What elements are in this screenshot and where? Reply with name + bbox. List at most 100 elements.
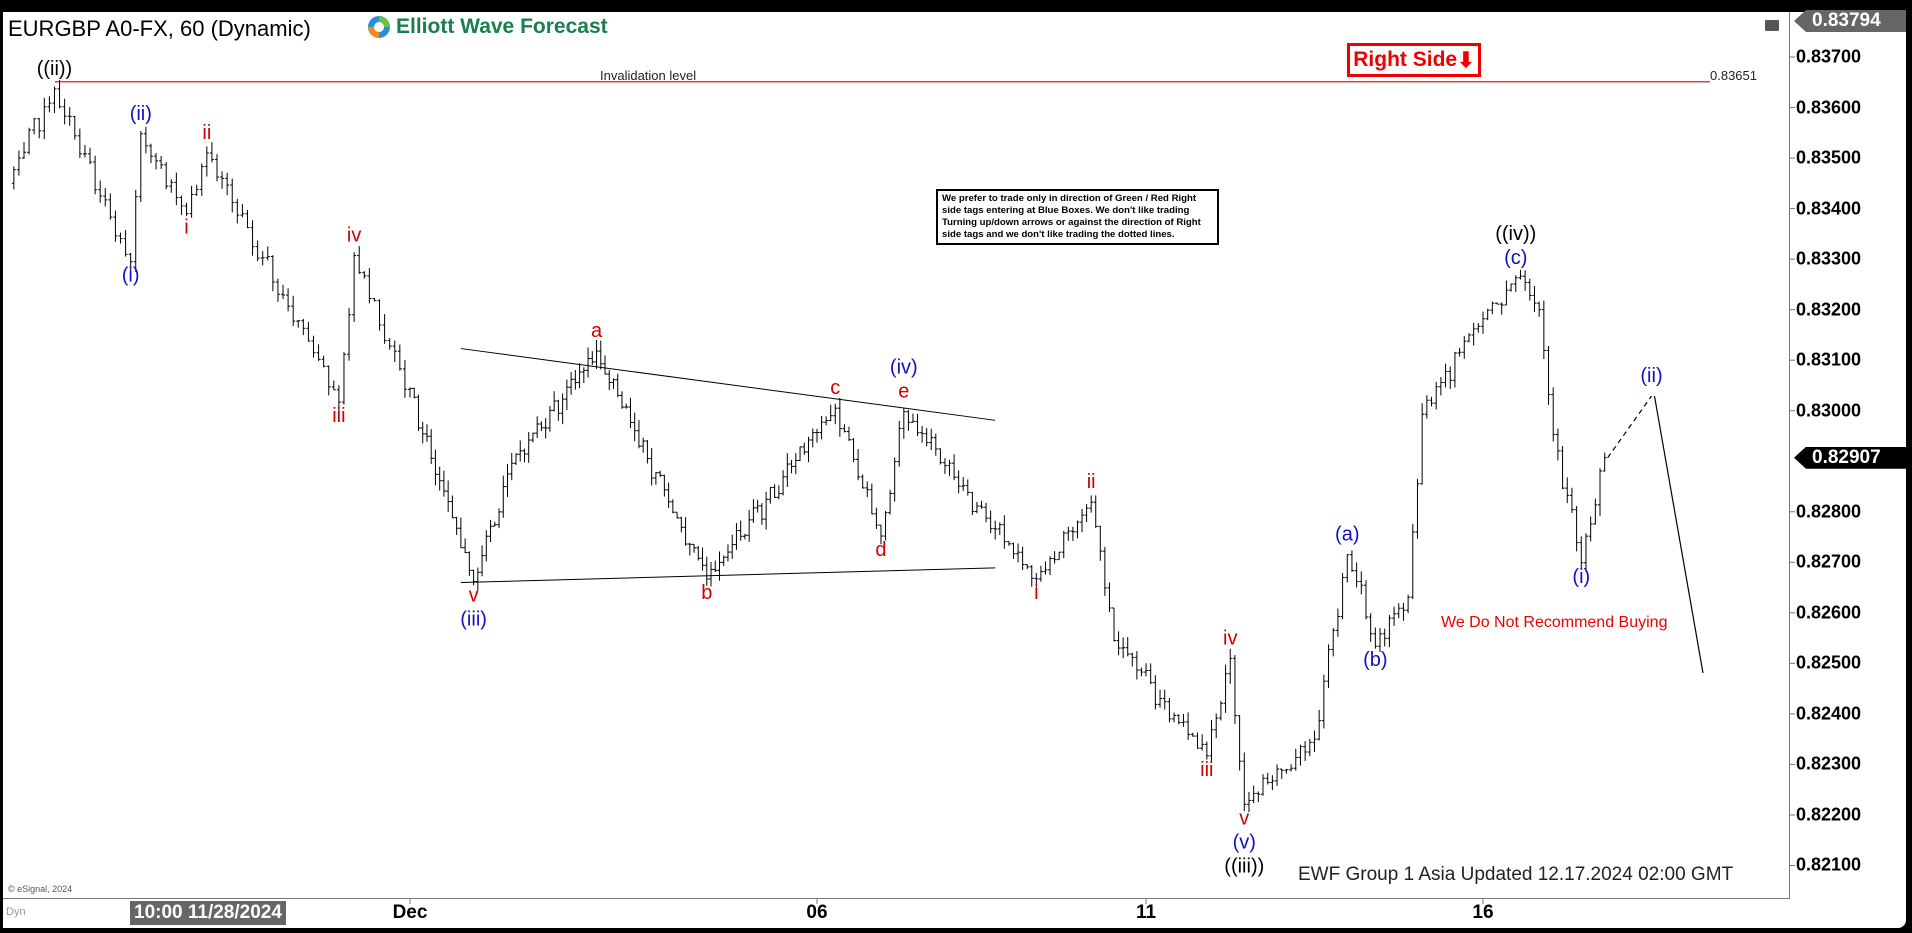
- ohlc-bar: [1011, 542, 1016, 559]
- ohlc-bar: [458, 517, 463, 549]
- wave-label: (v): [1233, 831, 1256, 853]
- ohlc-bar: [1541, 300, 1546, 359]
- ohlc-bar: [21, 142, 26, 159]
- ohlc-bar: [1075, 520, 1080, 539]
- trading-note: We prefer to trade only in direction of …: [936, 189, 1219, 245]
- ohlc-bar: [441, 470, 446, 497]
- ohlc-bar: [450, 495, 455, 519]
- ohlc-bar: [174, 172, 179, 206]
- last-price-badge: 0.82907: [1794, 446, 1906, 469]
- ohlc-bar: [77, 128, 82, 159]
- ohlc-bar: [57, 79, 62, 109]
- ohlc-bar: [956, 470, 961, 494]
- y-tick-label: 0.83700: [1796, 46, 1862, 67]
- ohlc-bar: [938, 448, 943, 465]
- chart-title: EURGBP A0-FX, 60 (Dynamic): [8, 16, 311, 41]
- ohlc-bar: [1513, 275, 1518, 293]
- ohlc-bar: [286, 288, 291, 312]
- ohlc-bar: [1158, 689, 1163, 708]
- projection-line: [1607, 395, 1652, 459]
- ohlc-bar: [1057, 551, 1062, 561]
- ohlc-bar: [1029, 565, 1034, 587]
- ohlc-bar: [725, 544, 730, 562]
- ohlc-bar: [1043, 561, 1048, 575]
- ohlc-bar: [628, 397, 633, 429]
- ohlc-bar: [696, 545, 701, 561]
- ohlc-bar: [730, 534, 735, 559]
- ohlc-bar: [1139, 667, 1144, 677]
- ohlc-bar: [1527, 278, 1532, 301]
- ohlc-bar: [62, 98, 67, 125]
- wave-label: v: [469, 585, 479, 607]
- ohlc-bar: [1368, 613, 1373, 643]
- ohlc-bar: [27, 127, 32, 155]
- ohlc-bar: [1481, 311, 1485, 334]
- ohlc-bar: [713, 560, 718, 572]
- ohlc-bar: [1275, 764, 1280, 786]
- ohlc-bar: [1112, 607, 1117, 642]
- right-side-tag: Right Side ⬇: [1347, 43, 1481, 77]
- y-tick-label: 0.83600: [1796, 97, 1862, 118]
- ohlc-bar: [1134, 651, 1139, 680]
- ohlc-bar: [1457, 347, 1462, 357]
- ohlc-bar: [1495, 302, 1500, 305]
- ohlc-bar: [1335, 608, 1340, 637]
- ohlc-bar: [250, 220, 255, 256]
- ohlc-bar: [717, 551, 722, 581]
- ohlc-bar: [1504, 280, 1509, 306]
- restore-window-icon[interactable]: [1765, 20, 1779, 31]
- wave-label: iii: [1200, 759, 1213, 781]
- ohlc-bar: [1190, 732, 1195, 737]
- wave-label: (iv): [890, 357, 918, 379]
- ohlc-bar: [1214, 713, 1219, 739]
- ohlc-bar: [1089, 495, 1094, 513]
- ohlc-bar: [265, 246, 270, 261]
- ohlc-bar: [484, 530, 489, 562]
- ohlc-bar: [347, 308, 352, 361]
- ohlc-bar: [846, 426, 851, 442]
- ohlc-bar: [362, 271, 367, 279]
- plot-area[interactable]: [3, 12, 1790, 899]
- ohlc-bar: [1401, 602, 1406, 621]
- ohlc-bar: [1485, 308, 1490, 321]
- ohlc-bar: [535, 416, 540, 439]
- ohlc-bar: [901, 408, 906, 439]
- ohlc-bar: [793, 453, 798, 475]
- ohlc-bar: [641, 437, 646, 453]
- ohlc-bar: [169, 179, 174, 193]
- ohlc-bar: [128, 252, 133, 272]
- ohlc-bar: [598, 340, 603, 370]
- ohlc-bar: [1256, 791, 1261, 803]
- ohlc-bar: [1438, 377, 1443, 396]
- ohlc-bar: [475, 567, 480, 591]
- ohlc-bar: [52, 86, 57, 114]
- y-tick-label: 0.82600: [1796, 602, 1862, 623]
- ohlc-bar: [1176, 714, 1181, 725]
- dyn-label[interactable]: Dyn: [6, 906, 26, 918]
- ohlc-bar: [429, 429, 434, 464]
- ohlc-bar: [1349, 550, 1354, 573]
- ohlc-bar: [1555, 428, 1560, 461]
- ohlc-bar: [377, 299, 382, 331]
- y-tick-label: 0.83300: [1796, 248, 1862, 269]
- ohlc-bar: [367, 268, 372, 304]
- ohlc-bar: [133, 189, 138, 273]
- ohlc-bar: [47, 96, 52, 113]
- ohlc-bar: [301, 318, 306, 336]
- ohlc-bar: [225, 172, 230, 196]
- updated-text: EWF Group 1 Asia Updated 12.17.2024 02:0…: [1298, 864, 1734, 885]
- wave-label: ((iv)): [1495, 223, 1536, 245]
- ohlc-bar: [497, 508, 502, 529]
- ohlc-bar: [815, 428, 819, 443]
- ohlc-bar: [1289, 764, 1294, 772]
- ohlc-bar: [67, 107, 72, 126]
- projection-line: [1653, 395, 1704, 674]
- ohlc-bar: [93, 155, 98, 195]
- ohlc-bar: [988, 510, 993, 534]
- ohlc-bar: [1326, 644, 1331, 689]
- ohlc-bar: [1354, 562, 1359, 588]
- ohlc-bar: [1070, 526, 1075, 541]
- ohlc-bar: [1303, 741, 1308, 762]
- ohlc-bar: [611, 378, 616, 389]
